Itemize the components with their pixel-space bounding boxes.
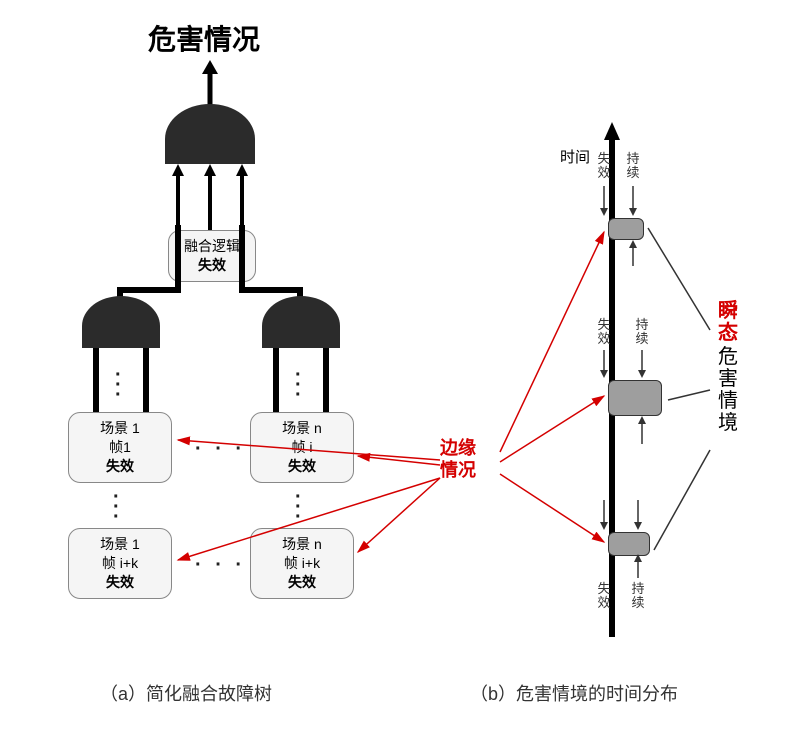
fail-label-2: 失效 bbox=[596, 318, 612, 347]
hold-label-3: 持续 bbox=[630, 582, 646, 611]
caption-b: （b）危害情境的时间分布 bbox=[470, 680, 678, 706]
caption-a: （a）简化融合故障树 bbox=[100, 680, 272, 706]
fail-label-1: 失效 bbox=[596, 152, 612, 181]
fail-label-3: 失效 bbox=[596, 582, 612, 611]
hold-label-1: 持续 bbox=[625, 152, 641, 181]
timeline-label: 时间 bbox=[560, 150, 590, 167]
right-text-black: 危害情境 bbox=[718, 346, 738, 434]
right-text-red: 瞬态 bbox=[718, 300, 738, 344]
